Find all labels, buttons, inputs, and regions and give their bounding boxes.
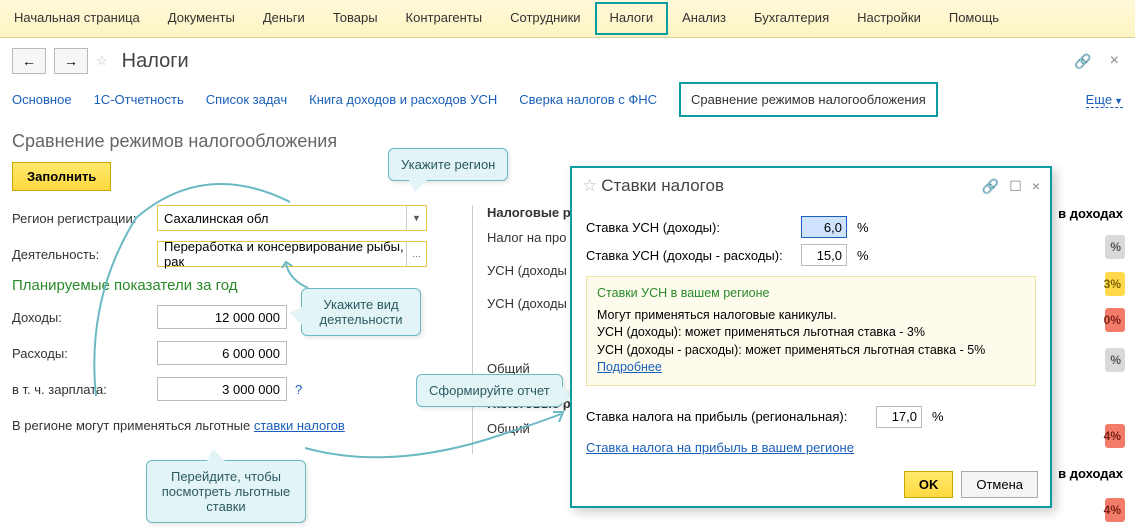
activity-label: Деятельность: [12, 247, 157, 262]
help-icon[interactable]: ? [295, 382, 302, 397]
right-label-2: в доходах [1058, 466, 1123, 481]
back-button[interactable]: ← [12, 48, 46, 74]
info-box: Ставки УСН в вашем регионе Могут применя… [586, 276, 1036, 386]
result-bar: 4% [1105, 498, 1125, 522]
result-bar: 3% [1105, 272, 1125, 296]
more-link[interactable]: Еще▼ [1086, 92, 1123, 108]
favorite-icon[interactable]: ☆ [96, 53, 108, 69]
page-title: Налоги [122, 50, 189, 73]
menu-item[interactable]: Деньги [249, 0, 319, 37]
salary-label: в т. ч. зарплата: [12, 382, 157, 397]
link-icon[interactable]: 🔗 [1074, 53, 1091, 70]
usn-income-label: Ставка УСН (доходы): [586, 220, 801, 235]
main-menu: Начальная страницаДокументыДеньгиТоварыК… [0, 0, 1135, 38]
dropdown-icon[interactable]: ▼ [406, 206, 426, 230]
usn-diff-label: Ставка УСН (доходы - расходы): [586, 248, 801, 263]
link-icon[interactable]: 🔗 [982, 178, 999, 195]
menu-item[interactable]: Документы [154, 0, 249, 37]
menu-item[interactable]: Товары [319, 0, 392, 37]
ellipsis-icon[interactable]: … [406, 242, 426, 266]
usn-income-input[interactable]: 6,0 [801, 216, 847, 238]
salary-input[interactable]: 3 000 000 [157, 377, 287, 401]
tab-link[interactable]: Список задач [206, 92, 287, 107]
menu-item[interactable]: Бухгалтерия [740, 0, 843, 37]
tab-active[interactable]: Сравнение режимов налогообложения [679, 82, 938, 117]
sub-tabs: Основное 1С-Отчетность Список задач Книга д… [0, 80, 1135, 125]
region-label: Регион регистрации: [12, 211, 157, 226]
ok-button[interactable]: OK [904, 471, 954, 498]
right-label-1: в доходах [1058, 206, 1123, 221]
menu-item[interactable]: Настройки [843, 0, 935, 37]
result-bar: % [1105, 348, 1125, 372]
menu-item[interactable]: Начальная страница [0, 0, 154, 37]
tab-link[interactable]: 1С-Отчетность [94, 92, 184, 107]
expense-label: Расходы: [12, 346, 157, 361]
tab-link[interactable]: Книга доходов и расходов УСН [309, 92, 497, 107]
profit-label: Ставка налога на прибыль (региональная): [586, 409, 876, 424]
callout-activity: Укажите вид деятельности [301, 288, 421, 336]
callout-rates: Перейдите, чтобы посмотреть льготные ста… [146, 460, 306, 523]
fill-button[interactable]: Заполнить [12, 162, 111, 191]
tab-link[interactable]: Сверка налогов с ФНС [519, 92, 657, 107]
menu-item[interactable]: Помощь [935, 0, 1013, 37]
favorite-icon[interactable]: ☆ [582, 176, 597, 196]
region-select[interactable]: Сахалинская обл ▼ [157, 205, 427, 231]
dialog-title: Ставки налогов [601, 176, 724, 196]
usn-diff-input[interactable]: 15,0 [801, 244, 847, 266]
activity-select[interactable]: Переработка и консервирование рыбы, рак … [157, 241, 427, 267]
subtitle: Сравнение режимов налогообложения [0, 125, 1135, 162]
cancel-button[interactable]: Отмена [961, 471, 1038, 498]
profit-input[interactable]: 17,0 [876, 406, 922, 428]
result-bar: % [1105, 235, 1125, 259]
top-nav: ← → ☆ Налоги 🔗 × [0, 38, 1135, 80]
footer-text: В регионе могут применяться льготные ста… [12, 418, 472, 433]
expense-input[interactable]: 6 000 000 [157, 341, 287, 365]
menu-item[interactable]: Контрагенты [392, 0, 497, 37]
income-input[interactable]: 12 000 000 [157, 305, 287, 329]
maximize-icon[interactable]: ☐ [1009, 178, 1022, 195]
profit-link[interactable]: Ставка налога на прибыль в вашем регионе [586, 440, 854, 455]
forward-button[interactable]: → [54, 48, 88, 74]
info-more-link[interactable]: Подробнее [597, 360, 662, 374]
close-icon[interactable]: × [1032, 178, 1040, 194]
callout-region: Укажите регион [388, 148, 508, 181]
menu-item[interactable]: Налоги [595, 2, 669, 35]
rates-dialog: ☆ Ставки налогов 🔗 ☐ × Ставка УСН (доход… [570, 166, 1052, 508]
income-label: Доходы: [12, 310, 157, 325]
result-bar: 4% [1105, 424, 1125, 448]
rates-link[interactable]: ставки налогов [254, 418, 345, 433]
close-icon[interactable]: × [1110, 52, 1119, 70]
result-bar: 0% [1105, 308, 1125, 332]
tab-link[interactable]: Основное [12, 92, 72, 107]
callout-report: Сформируйте отчет [416, 374, 563, 407]
menu-item[interactable]: Сотрудники [496, 0, 594, 37]
menu-item[interactable]: Анализ [668, 0, 740, 37]
